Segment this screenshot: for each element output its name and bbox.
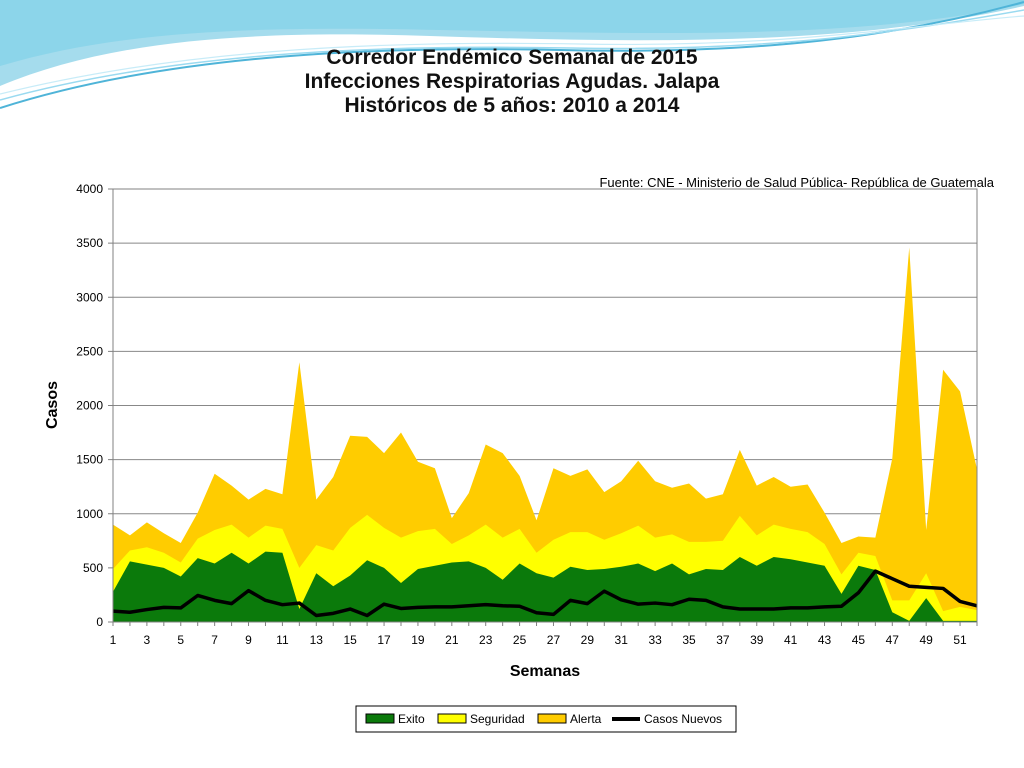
title-line-3: Históricos de 5 años: 2010 a 2014: [344, 94, 680, 117]
x-tick-label-33: 33: [648, 633, 662, 647]
x-tick-label-19: 19: [411, 633, 425, 647]
x-tick-label-17: 17: [377, 633, 391, 647]
y-tick-label-1000: 1000: [76, 507, 103, 521]
y-tick-label-2500: 2500: [76, 344, 103, 358]
x-tick-label-25: 25: [513, 633, 527, 647]
y-tick-label-3000: 3000: [76, 290, 103, 304]
legend-label-casos-nuevos: Casos Nuevos: [644, 712, 722, 726]
title-line-1: Corredor Endémico Semanal de 2015: [326, 46, 698, 69]
x-tick-label-23: 23: [479, 633, 493, 647]
title-line-2: Infecciones Respiratorias Agudas. Jalapa: [304, 70, 720, 93]
y-tick-label-4000: 4000: [76, 182, 103, 196]
y-axis-title: Casos: [44, 381, 61, 429]
area-alerta: [113, 247, 977, 622]
x-tick-label-37: 37: [716, 633, 730, 647]
area-series: [113, 247, 977, 622]
x-tick-label-9: 9: [245, 633, 252, 647]
x-tick-label-49: 49: [919, 633, 933, 647]
x-axis: 1 3 5 7 9 11 13 15 17 19 21 23 25 27 29 31 33 35 37 39 41 43 4…: [110, 622, 978, 647]
legend-box: [355, 705, 737, 733]
legend-swatch-alerta: [537, 713, 567, 724]
x-tick-label-21: 21: [445, 633, 459, 647]
x-tick-label-1: 1: [110, 633, 117, 647]
legend-swatch-exito: [365, 713, 395, 724]
y-tick-label-500: 500: [83, 561, 103, 575]
slide-title: Corredor Endémico Semanal de 2015 Infecc…: [0, 46, 1024, 118]
y-tick-label-0: 0: [96, 615, 103, 629]
x-tick-label-45: 45: [852, 633, 866, 647]
line-casos-nuevos: [112, 569, 978, 618]
x-tick-label-29: 29: [581, 633, 595, 647]
legend-label-seguridad: Seguridad: [470, 712, 525, 726]
x-tick-label-47: 47: [886, 633, 900, 647]
line-series: [112, 569, 978, 618]
source-note: Fuente: CNE - Ministerio de Salud Públic…: [599, 175, 994, 190]
x-tick-label-7: 7: [211, 633, 218, 647]
x-tick-label-43: 43: [818, 633, 832, 647]
y-tick-label-2000: 2000: [76, 399, 103, 413]
chart-legend: Exito Seguridad Alerta Casos Nuevos: [355, 705, 737, 733]
x-tick-label-31: 31: [615, 633, 629, 647]
y-tick-label-3500: 3500: [76, 236, 103, 250]
x-tick-label-35: 35: [682, 633, 696, 647]
y-axis: 0 500 1000 1500 2000 2500 3000 3500 4000: [76, 182, 113, 629]
x-tick-label-41: 41: [784, 633, 798, 647]
x-tick-label-27: 27: [547, 633, 561, 647]
legend-swatch-seguridad: [437, 713, 467, 724]
x-tick-label-11: 11: [276, 633, 289, 647]
y-tick-label-1500: 1500: [76, 453, 103, 467]
area-exito: [113, 551, 977, 622]
x-tick-label-51: 51: [953, 633, 967, 647]
x-tick-label-15: 15: [343, 633, 357, 647]
header-swoosh-decoration: [0, 0, 1024, 109]
legend-label-alerta: Alerta: [570, 712, 602, 726]
legend-label-exito: Exito: [398, 712, 425, 726]
x-tick-label-3: 3: [144, 633, 151, 647]
x-axis-title: Semanas: [510, 663, 580, 680]
x-tick-label-39: 39: [750, 633, 764, 647]
x-tick-label-5: 5: [177, 633, 184, 647]
x-tick-label-13: 13: [310, 633, 324, 647]
